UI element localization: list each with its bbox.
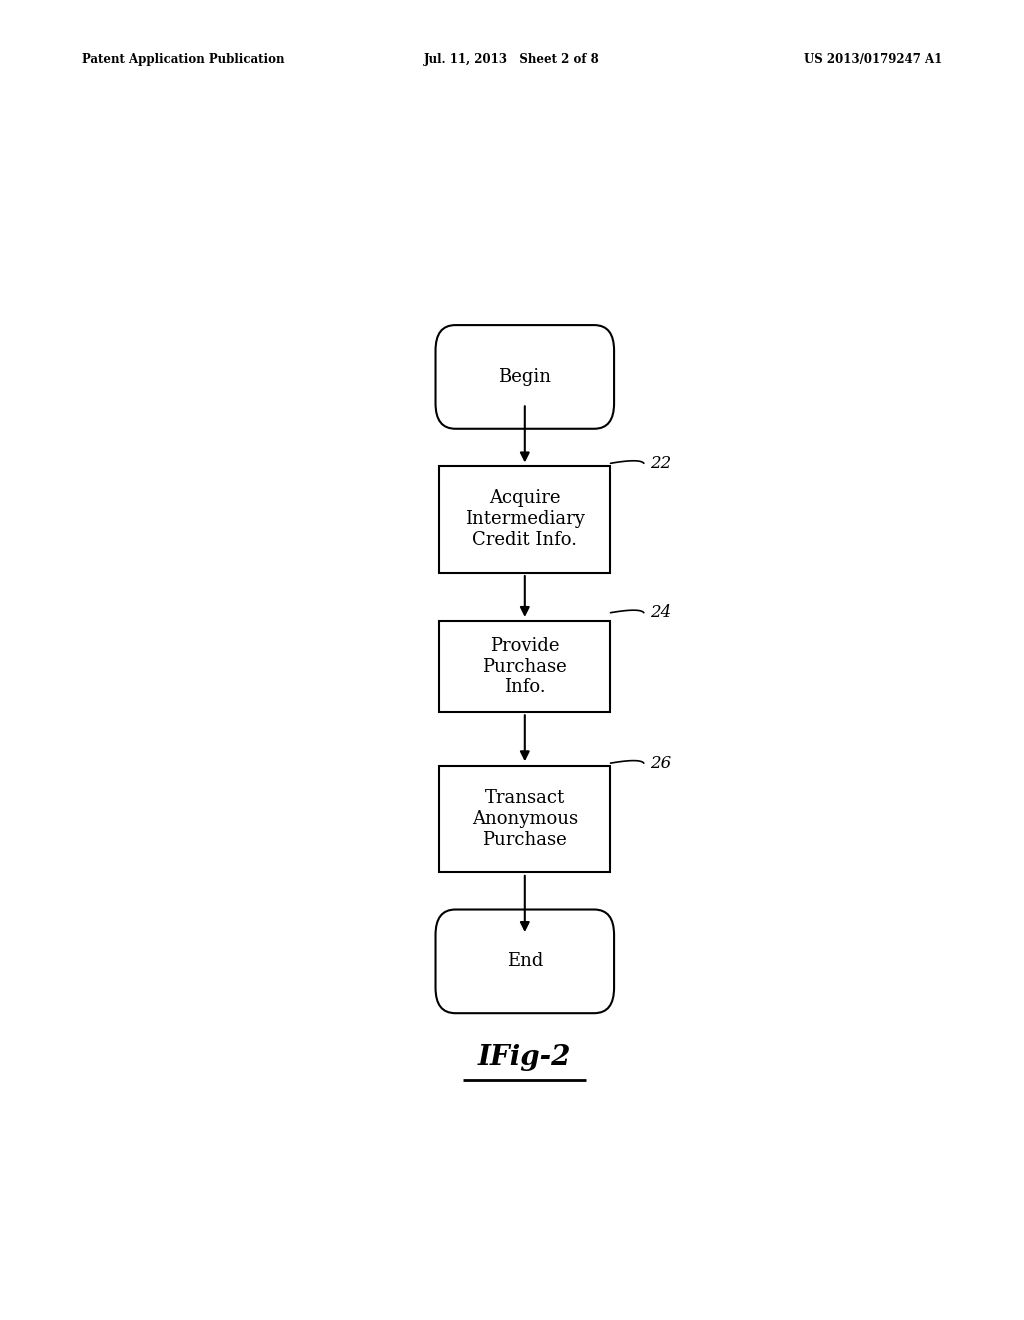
Text: Patent Application Publication: Patent Application Publication xyxy=(82,53,285,66)
Text: 26: 26 xyxy=(650,755,672,772)
Text: 24: 24 xyxy=(650,605,672,622)
Text: Jul. 11, 2013   Sheet 2 of 8: Jul. 11, 2013 Sheet 2 of 8 xyxy=(424,53,600,66)
Text: Transact
Anonymous
Purchase: Transact Anonymous Purchase xyxy=(472,789,578,849)
Bar xyxy=(439,766,610,873)
Text: Acquire
Intermediary
Credit Info.: Acquire Intermediary Credit Info. xyxy=(465,490,585,549)
Text: Provide
Purchase
Info.: Provide Purchase Info. xyxy=(482,636,567,697)
Text: 22: 22 xyxy=(650,455,672,471)
Text: Begin: Begin xyxy=(499,368,551,385)
Text: US 2013/0179247 A1: US 2013/0179247 A1 xyxy=(804,53,942,66)
Bar xyxy=(439,620,610,713)
FancyBboxPatch shape xyxy=(435,325,614,429)
FancyBboxPatch shape xyxy=(435,909,614,1014)
Text: IFig-2: IFig-2 xyxy=(478,1044,571,1072)
Bar xyxy=(439,466,610,573)
Text: End: End xyxy=(507,952,543,970)
